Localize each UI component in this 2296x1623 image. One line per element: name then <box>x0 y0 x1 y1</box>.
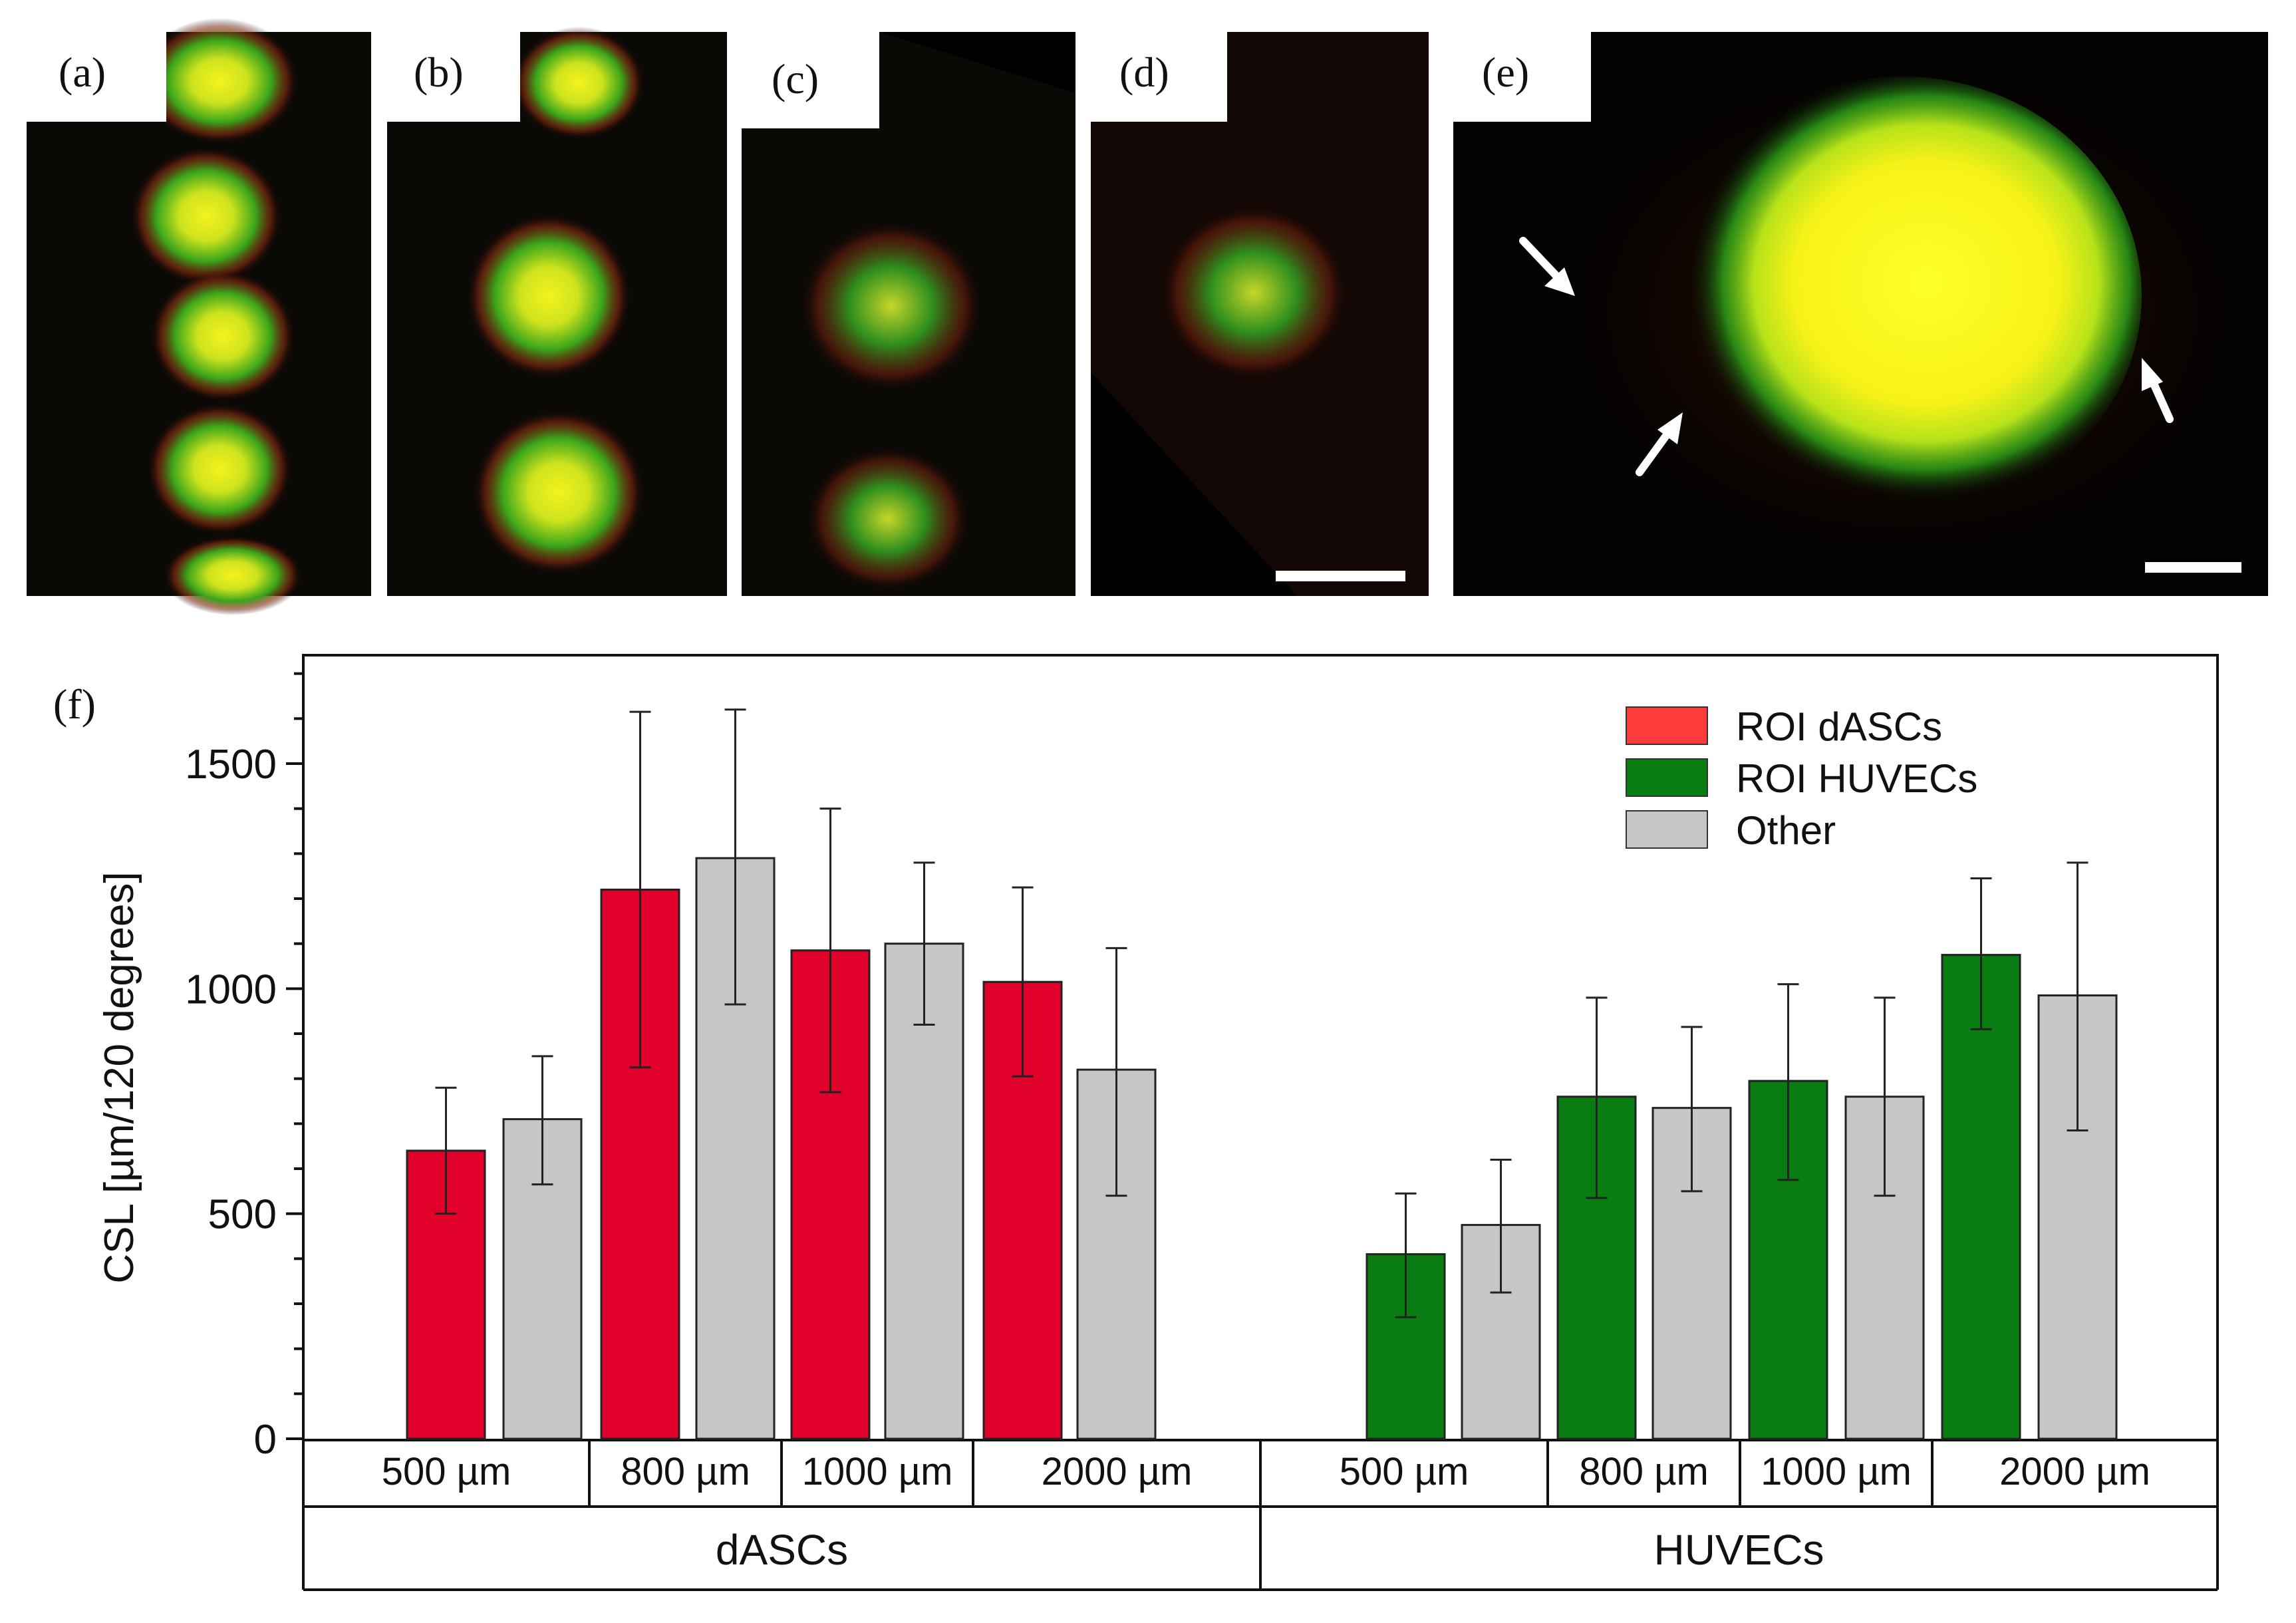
group-label: HUVECs <box>1653 1526 1824 1574</box>
category-table: 500 µm 800 µm 1000 µm 2000 µm dASCs 500 µm 800… <box>302 1440 2219 1591</box>
error-bar <box>819 808 841 1094</box>
x-tick-label: 800 µm <box>621 1450 750 1493</box>
micrograph-e-label: (e) <box>1482 49 1529 96</box>
x-tick-label: 2000 µm <box>1042 1450 1193 1493</box>
micrograph-c: (c) <box>742 32 1076 596</box>
error-bar <box>1490 1158 1512 1294</box>
arrow <box>2142 358 2174 423</box>
micrograph-c-label: (c) <box>772 55 819 102</box>
spheroid <box>798 220 984 392</box>
legend-label-roi-dascs: ROI dASCs <box>1736 704 1942 749</box>
micrograph-b-label: (b) <box>414 49 464 96</box>
scale-bar <box>1276 571 1405 581</box>
error-bar <box>724 708 746 1006</box>
group-label: dASCs <box>716 1526 848 1574</box>
error-bar <box>913 861 935 1026</box>
spheroid <box>512 27 645 140</box>
x-tick-label: 1000 µm <box>802 1450 953 1493</box>
legend-label-roi-huvecs: ROI HUVECs <box>1736 756 1977 801</box>
spheroid <box>1157 203 1350 382</box>
micrograph-a: (a) <box>27 18 371 615</box>
arrow <box>1636 412 1683 476</box>
error-bar <box>1395 1192 1417 1318</box>
scale-bar <box>2145 562 2241 573</box>
legend-swatch-roi-dascs <box>1626 706 1708 745</box>
spheroid <box>163 535 303 615</box>
micrograph-c-label-box <box>742 32 879 128</box>
error-bar <box>2067 861 2088 1131</box>
legend-label-other: Other <box>1736 808 1836 853</box>
bars <box>406 708 2118 1440</box>
legend-swatch-other <box>1626 810 1708 849</box>
spheroid <box>150 269 296 402</box>
x-tick-label: 500 µm <box>382 1450 511 1493</box>
spheroid <box>472 409 645 575</box>
spheroid <box>1663 76 2142 516</box>
micrograph-b-label-box <box>387 32 520 122</box>
arrow <box>1519 237 1575 296</box>
micrograph-d: (d) <box>1091 32 1429 596</box>
error-bar <box>1012 886 1034 1078</box>
error-bar <box>1681 1026 1703 1193</box>
spheroid <box>146 402 293 535</box>
spheroid <box>805 446 971 592</box>
error-bar <box>435 1086 457 1215</box>
spheroid <box>466 213 632 379</box>
bar <box>884 943 964 1440</box>
micrograph-a-label-box <box>27 32 166 122</box>
y-tick-label: 1500 <box>185 742 277 788</box>
bar-chart: (f) CSL [µm/120 degrees] 0 500 1000 1500 50… <box>53 654 2219 1591</box>
micrograph-e: (e) <box>1453 32 2268 596</box>
x-tick-label: 500 µm <box>1340 1450 1469 1493</box>
error-bar <box>1105 947 1127 1197</box>
error-bar <box>1874 996 1896 1197</box>
y-tick-label: 1000 <box>185 966 277 1012</box>
bar <box>2037 994 2118 1440</box>
error-bar <box>629 710 651 1069</box>
y-tick-label: 500 <box>208 1192 277 1238</box>
spheroid <box>130 146 283 286</box>
y-axis-label: CSL [µm/120 degrees] <box>96 871 142 1283</box>
y-tick-label: 0 <box>254 1417 277 1463</box>
x-tick-label: 2000 µm <box>1999 1450 2150 1493</box>
micrograph-a-label: (a) <box>59 49 106 96</box>
legend-swatch-roi-huvecs <box>1626 758 1708 797</box>
y-axis-ticks: 0 500 1000 1500 <box>185 672 303 1463</box>
error-bar <box>1777 983 1799 1181</box>
x-tick-label: 800 µm <box>1579 1450 1709 1493</box>
error-bar <box>1586 996 1608 1199</box>
error-bar <box>531 1055 553 1186</box>
micrograph-e-label-box <box>1453 32 1591 122</box>
micrograph-d-label: (d) <box>1119 49 1169 96</box>
x-tick-label: 1000 µm <box>1761 1450 1912 1493</box>
chart-panel-label: (f) <box>53 680 96 728</box>
error-bar <box>1970 877 1992 1030</box>
bar <box>790 949 871 1440</box>
legend: ROI dASCs ROI HUVECs Other <box>1626 704 1977 853</box>
micrograph-d-label-box <box>1091 32 1227 122</box>
micrograph-c-dark-corner <box>879 32 1076 93</box>
micrograph-b: (b) <box>387 27 727 596</box>
spheroid <box>140 18 299 144</box>
